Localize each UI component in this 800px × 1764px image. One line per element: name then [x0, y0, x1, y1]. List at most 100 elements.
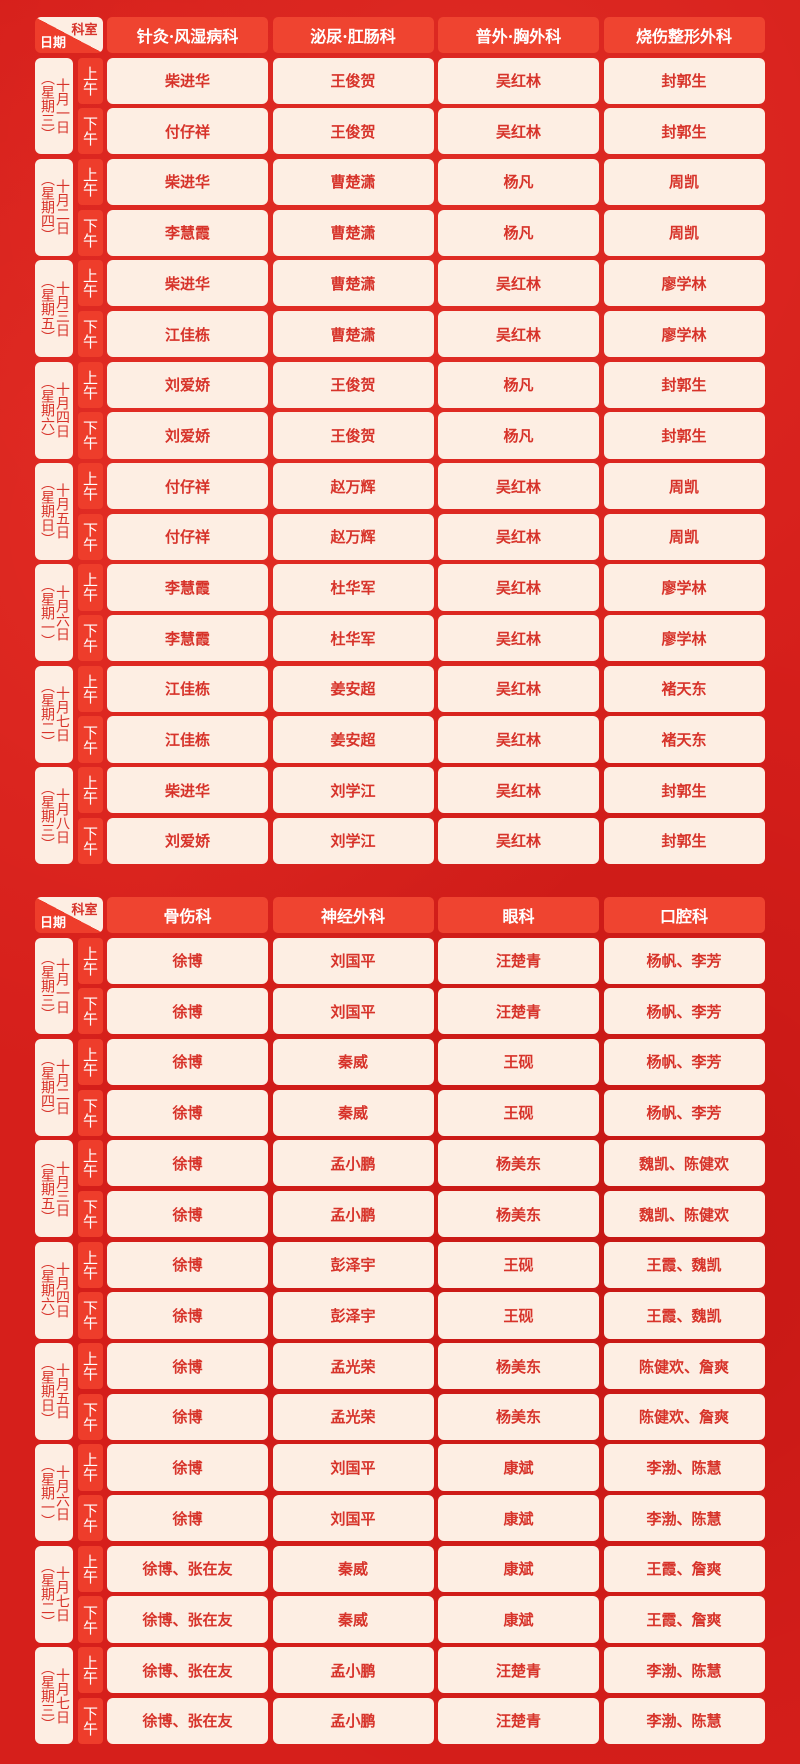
date-label: 日期: [40, 916, 67, 931]
time-slot: 上午: [77, 1140, 103, 1187]
doctor-cell: 杨凡: [438, 361, 599, 408]
doctor-cell: 康斌: [438, 1545, 599, 1592]
time-slot: 上午: [77, 1241, 103, 1288]
department-header: 骨伤科: [107, 897, 268, 933]
doctor-cell: 吴红林: [438, 260, 599, 307]
doctor-cell: 杜华军: [272, 615, 434, 662]
doctor-cell: 周凯: [603, 209, 765, 256]
doctor-cell: 杨帆、李芳: [603, 988, 765, 1035]
doctor-cell: 廖学林: [603, 260, 765, 307]
doctor-cell: 杨帆、李芳: [603, 1038, 765, 1086]
time-slot: 上午: [77, 564, 103, 611]
doctor-cell: 刘爱娇: [107, 361, 268, 408]
doctor-cell: 褚天东: [603, 665, 765, 712]
date-cell: （星期四） 十月二日: [35, 1038, 73, 1136]
doctor-cell: 徐博: [107, 1292, 268, 1339]
date-cell: （星期一） 十月六日: [35, 1444, 73, 1542]
doctor-cell: 赵万辉: [272, 513, 434, 560]
doctor-cell: 汪楚青: [438, 937, 599, 984]
time-slot: 上午: [77, 665, 103, 712]
weekday: （星期五）: [39, 1153, 55, 1224]
doctor-cell: 封郭生: [603, 412, 765, 459]
date: 十月五日: [54, 483, 70, 540]
date: 十月七日: [54, 1667, 70, 1724]
doctor-cell: 徐博: [107, 1241, 268, 1288]
doctor-cell: 秦威: [272, 1089, 434, 1136]
doctor-cell: 封郭生: [603, 767, 765, 814]
doctor-cell: 曹楚潇: [272, 209, 434, 256]
date: 十月一日: [54, 77, 70, 134]
time-slot: 下午: [77, 1495, 103, 1542]
doctor-cell: 封郭生: [603, 817, 765, 864]
date: 十月二日: [54, 179, 70, 236]
date-cell: （星期三） 十月八日: [35, 767, 73, 864]
time-slot: 下午: [77, 716, 103, 763]
date-cell: （星期六） 十月四日: [35, 361, 73, 459]
doctor-cell: 吴红林: [438, 665, 599, 712]
date-cell: （星期五） 十月三日: [35, 260, 73, 358]
date-cell: （星期二） 十月七日: [35, 665, 73, 763]
corner-header: 科室 日期: [35, 897, 103, 933]
time-slot: 上午: [77, 463, 103, 510]
date: 十月八日: [54, 787, 70, 844]
doctor-cell: 杨美东: [438, 1393, 599, 1440]
department-header: 口腔科: [603, 897, 765, 933]
doctor-cell: 杨凡: [438, 158, 599, 206]
date-label: 日期: [40, 36, 67, 51]
doctor-cell: 王砚: [438, 1292, 599, 1339]
doctor-cell: 徐博: [107, 1089, 268, 1136]
time-slot: 上午: [77, 1038, 103, 1086]
doctor-cell: 康斌: [438, 1495, 599, 1542]
doctor-cell: 王霞、魏凯: [603, 1292, 765, 1339]
time-slot: 下午: [77, 988, 103, 1035]
doctor-cell: 付仔祥: [107, 463, 268, 510]
doctor-cell: 陈健欢、詹爽: [603, 1393, 765, 1440]
doctor-cell: 吴红林: [438, 817, 599, 864]
weekday: （星期三）: [39, 70, 55, 141]
doctor-cell: 陈健欢、詹爽: [603, 1343, 765, 1390]
doctor-cell: 康斌: [438, 1444, 599, 1491]
doctor-cell: 秦威: [272, 1596, 434, 1643]
time-slot: 上午: [77, 1343, 103, 1390]
doctor-cell: 汪楚青: [438, 1697, 599, 1744]
doctor-cell: 李渤、陈慧: [603, 1697, 765, 1744]
doctor-cell: 杨凡: [438, 412, 599, 459]
date-cell: （星期日） 十月五日: [35, 463, 73, 560]
doctor-cell: 徐博: [107, 1495, 268, 1542]
time-slot: 上午: [77, 767, 103, 814]
date-cell: （星期三） 十月一日: [35, 57, 73, 155]
doctor-cell: 封郭生: [603, 57, 765, 104]
weekday: （星期三）: [39, 780, 55, 851]
doctor-cell: 柴进华: [107, 57, 268, 104]
doctor-cell: 徐博、张在友: [107, 1647, 268, 1694]
doctor-cell: 吴红林: [438, 310, 599, 358]
date: 十月六日: [54, 1464, 70, 1521]
time-slot: 下午: [77, 108, 103, 155]
time-slot: 上午: [77, 1444, 103, 1491]
doctor-cell: 王俊贺: [272, 361, 434, 408]
doctor-cell: 江佳栋: [107, 665, 268, 712]
doctor-cell: 曹楚潇: [272, 310, 434, 358]
doctor-cell: 廖学林: [603, 310, 765, 358]
doctor-cell: 王砚: [438, 1089, 599, 1136]
doctor-cell: 廖学林: [603, 564, 765, 611]
date-cell: （星期二） 十月七日: [35, 1545, 73, 1643]
doctor-cell: 封郭生: [603, 108, 765, 155]
doctor-cell: 封郭生: [603, 361, 765, 408]
time-slot: 上午: [77, 158, 103, 206]
weekday: （星期三）: [39, 950, 55, 1021]
doctor-cell: 李慧霞: [107, 209, 268, 256]
doctor-cell: 褚天东: [603, 716, 765, 763]
date: 十月三日: [54, 1160, 70, 1217]
doctor-cell: 刘国平: [272, 937, 434, 984]
doctor-cell: 彭泽宇: [272, 1241, 434, 1288]
doctor-cell: 周凯: [603, 513, 765, 560]
doctor-cell: 魏凯、陈健欢: [603, 1140, 765, 1187]
weekday: （星期六）: [39, 1255, 55, 1326]
department-header: 泌尿·肛肠科: [272, 17, 434, 53]
corner-header: 科室 日期: [35, 17, 103, 53]
doctor-cell: 徐博、张在友: [107, 1697, 268, 1744]
weekday: （星期六）: [39, 375, 55, 446]
time-slot: 下午: [77, 412, 103, 459]
doctor-cell: 柴进华: [107, 260, 268, 307]
